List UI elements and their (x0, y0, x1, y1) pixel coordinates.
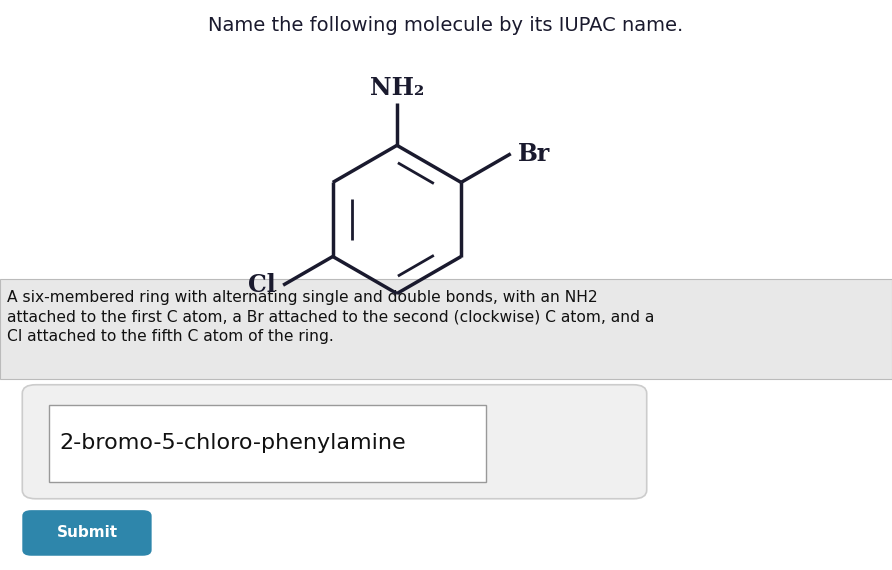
FancyBboxPatch shape (0, 279, 892, 379)
Text: Submit: Submit (56, 526, 118, 540)
Text: A six-membered ring with alternating single and double bonds, with an NH2
attach: A six-membered ring with alternating sin… (7, 290, 655, 344)
Text: NH₂: NH₂ (370, 76, 424, 100)
FancyBboxPatch shape (22, 510, 152, 556)
Text: 2-bromo-5-chloro-phenylamine: 2-bromo-5-chloro-phenylamine (60, 433, 407, 453)
Text: Cl: Cl (248, 273, 276, 297)
FancyBboxPatch shape (49, 405, 486, 482)
Text: Name the following molecule by its IUPAC name.: Name the following molecule by its IUPAC… (209, 16, 683, 35)
FancyBboxPatch shape (22, 385, 647, 499)
Text: Br: Br (518, 142, 550, 166)
